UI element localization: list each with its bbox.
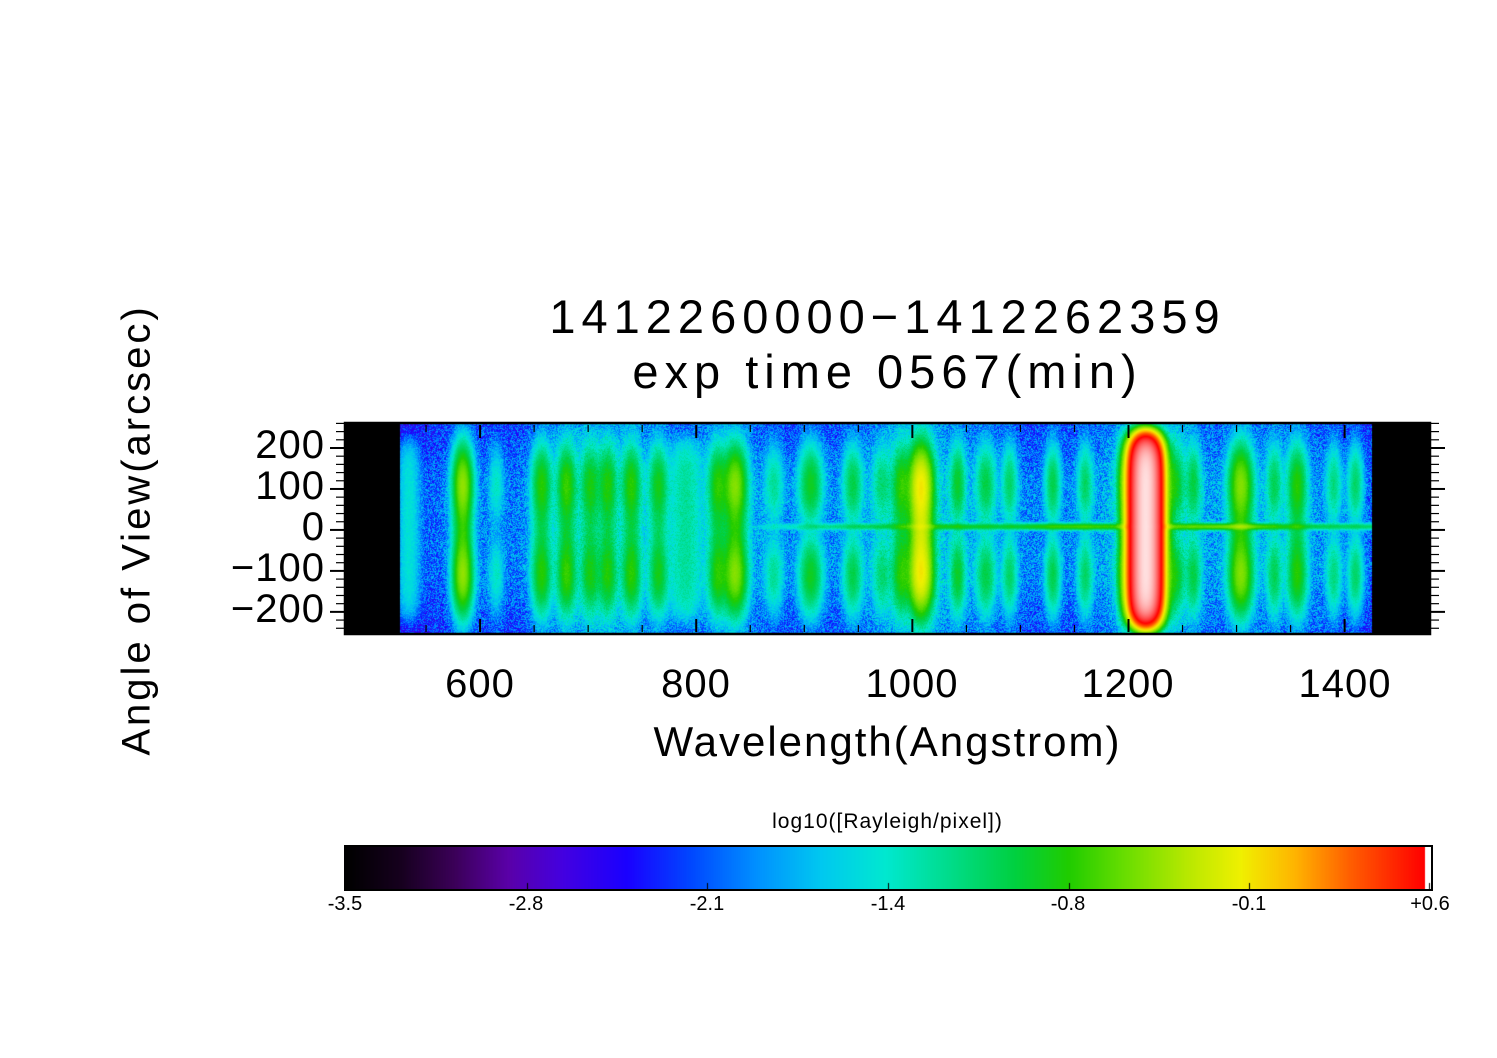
colorbar-label: log10([Rayleigh/pixel]) [772,810,1003,833]
colorbar-tick-label: -0.1 [1231,893,1267,915]
colorbar-tick-label: -3.5 [327,893,363,915]
colorbar-tick-label: -0.8 [1050,893,1086,915]
plot-title-line2: exp time 0567(min) [632,345,1143,398]
colorbar-tick-label: -1.4 [870,893,906,915]
y-axis-label: Angle of View(arcsec) [114,304,159,756]
y-tick-label: −200 [230,587,325,631]
y-tick-label: 200 [255,423,325,467]
spectrogram-heatmap [345,423,1430,634]
x-tick-label: 1000 [865,662,959,706]
x-tick-label: 800 [661,662,731,706]
colorbar [344,845,1433,891]
x-tick-label: 1400 [1298,662,1392,706]
x-axis-label: Wavelength(Angstrom) [653,718,1122,765]
x-tick-label: 600 [445,662,515,706]
y-tick-label: 100 [255,464,325,508]
colorbar-tick-label: +0.6 [1410,893,1450,915]
y-tick-label: −100 [230,546,325,590]
y-tick-label: 0 [301,505,325,549]
plot-title-line1: 1412260000−1412262359 [549,290,1226,343]
colorbar-tick-label: -2.1 [689,893,725,915]
x-tick-label: 1200 [1081,662,1175,706]
colorbar-tick-label: -2.8 [508,893,544,915]
